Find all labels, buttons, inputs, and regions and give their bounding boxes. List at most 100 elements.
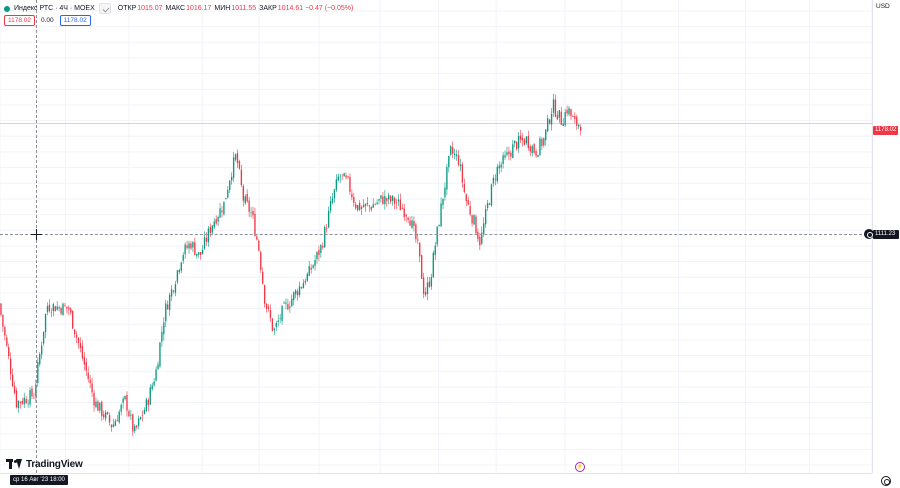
candle-body [504,155,506,158]
candle-body [461,164,464,183]
candle-body [494,178,497,180]
candle-body [19,401,22,403]
collapse-legend-icon[interactable] [98,3,111,14]
tradingview-logo-icon [6,459,23,469]
candle-body [517,135,520,149]
candle-body [242,186,244,201]
candle-body [168,294,171,310]
candle-body [512,144,514,159]
candle-body [341,174,343,176]
candle-body [33,397,35,399]
candle-body [70,308,72,313]
candle-body [452,147,454,154]
candle-body [541,138,543,147]
candle-body [215,219,217,224]
candle-body [564,111,566,126]
candle-body [62,303,64,316]
candle-body [184,244,186,255]
candle-body [578,124,580,127]
candle-body [506,152,508,156]
candle-body [469,206,471,215]
candle-body [120,404,122,412]
candle-body [269,310,272,319]
symbol-title[interactable]: Индекс РТС · 4Ч · MOEX [14,5,95,12]
candle-body [432,252,434,278]
candle-body [73,329,76,334]
candle-body [368,205,371,207]
candle-body [527,136,529,148]
settings-gear-icon[interactable] [881,476,891,486]
candle-body [231,176,233,181]
current-price-label: 1178.02 [873,126,899,135]
crosshair-plus-icon[interactable] [864,229,874,239]
candle-body [548,119,551,124]
candle-body [434,245,436,256]
candle-body [339,176,341,178]
candle-body [492,177,495,184]
candle-body [345,175,347,178]
candle-body [407,217,409,220]
candle-body [306,273,308,281]
candle-body [13,385,16,393]
candle-body [574,116,576,120]
candle-body [41,345,43,355]
candle-body [68,307,70,310]
candle-body [143,410,146,414]
candle-body [355,204,357,209]
candle-body [112,424,115,427]
candle-body [114,421,117,426]
candle-body [56,306,58,310]
candle-body [378,199,380,201]
candle-body [331,198,334,203]
candle-body [329,201,332,211]
candle-layer [0,93,582,436]
tradingview-logo[interactable]: TradingView [6,457,83,471]
candle-body [448,155,450,168]
candle-body [576,116,578,126]
candle-body [17,400,20,408]
candle-body [467,200,469,205]
candle-body [147,399,149,406]
candle-body [426,282,429,294]
candle-body [335,179,338,190]
time-axis[interactable] [0,473,872,488]
candle-body [130,414,132,416]
candle-body [327,210,330,228]
open-value: 1015.07 [137,5,163,12]
candle-body [6,337,8,346]
close-value: 1014.61 −0.47 (−0.05%) [277,5,354,12]
candle-body [101,401,103,417]
candle-body [415,224,417,240]
candle-body [281,305,283,321]
candle-body [232,157,235,178]
candle-body [486,202,489,208]
candle-body [498,165,500,169]
candle-body [515,142,518,149]
candle-body [91,383,93,393]
candle-body [296,291,299,296]
event-lightning-icon[interactable]: ⚡ [575,462,585,472]
candle-body [386,198,388,201]
candle-body [221,210,223,213]
candle-body [298,286,301,296]
candle-body [568,108,570,115]
sell-price-pill[interactable]: 1178.02 [4,15,36,26]
candle-body [572,116,574,118]
candle-body [27,403,29,405]
candle-body [4,327,6,336]
candle-body [254,213,256,237]
candle-body [161,331,163,342]
candle-body [391,195,394,201]
candle-body [277,320,279,322]
candle-body [552,99,555,113]
candle-body [411,220,413,228]
candle-body [250,212,252,213]
candle-body [31,388,33,397]
candle-body [314,260,316,266]
buy-price-pill[interactable]: 1178.02 [59,15,91,26]
candle-body [8,347,10,357]
candle-body [570,109,572,116]
currency-label[interactable]: USD [876,3,890,10]
